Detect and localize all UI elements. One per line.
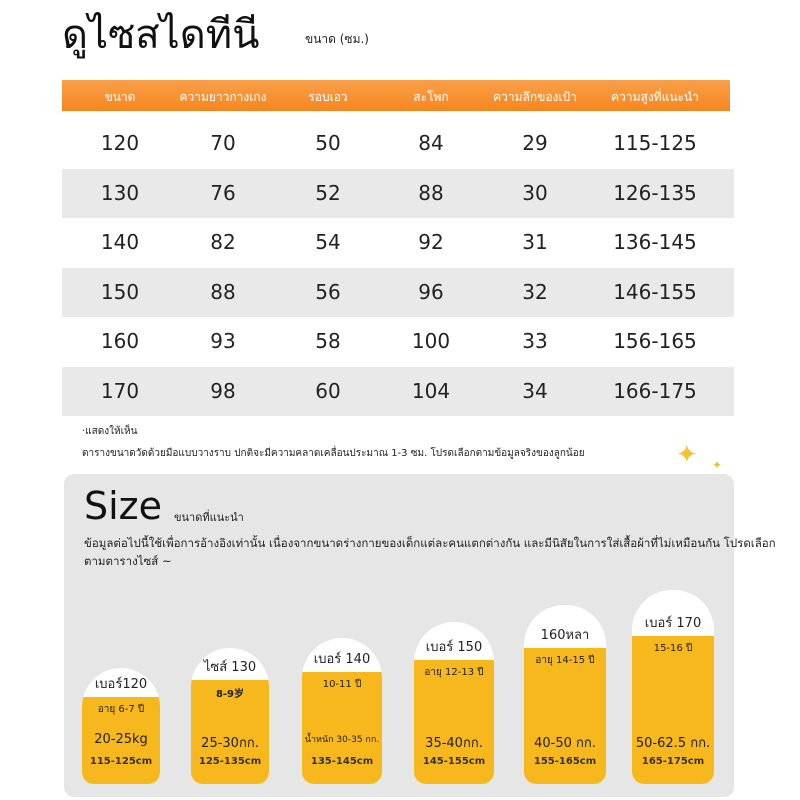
table-cell: 56: [315, 279, 341, 304]
column-header: ความยาวกางเกง: [179, 90, 267, 104]
table-cell: 88: [418, 180, 444, 205]
table-cell: 29: [522, 131, 548, 155]
size-height: 135-145cm: [310, 756, 374, 767]
table-cell: 70: [210, 131, 236, 155]
sparkle: ✦: [712, 458, 723, 472]
size-fill: [82, 697, 160, 784]
size-fill: [414, 660, 494, 784]
size-age: 15-16 ปี: [653, 643, 693, 654]
size-capsule: เบอร์ 140 10-11 ปีน้ำหนัก 30-35 กก. 135-14…: [302, 638, 382, 784]
size-weight: 25-30กก.: [201, 736, 259, 751]
table-cell: 170: [100, 378, 140, 403]
table-cell: 160: [100, 329, 140, 353]
table-cell: 33: [522, 329, 548, 353]
column-header: ความสูงที่แนะนำ: [611, 90, 699, 104]
size-title: Size: [84, 484, 163, 528]
table-cell: 115-125: [613, 131, 697, 155]
size-label: เบอร์120: [94, 677, 148, 692]
size-fill: [524, 648, 606, 784]
table-cell: 104: [411, 378, 451, 403]
size-label: 160หลา: [540, 628, 590, 643]
column-header: ความลึกของเป้า: [493, 90, 577, 104]
table-cell: 93: [210, 329, 236, 353]
table-cell: 34: [522, 378, 548, 403]
table-cell: 50: [315, 131, 341, 155]
column-header: ขนาด: [104, 90, 136, 104]
size-label: เบอร์ 170: [644, 616, 702, 631]
size-height: 145-155cm: [422, 756, 486, 767]
size-capsule: เบอร์120 อายุ 6-7 ปี 20-25kg 115-125cm: [82, 668, 160, 784]
column-header: รอบเอว: [308, 90, 348, 104]
title: ดูไซสไดทีนี: [62, 12, 260, 58]
table-cell: 88: [210, 279, 236, 304]
size-height: 155-165cm: [533, 756, 597, 767]
table-cell: 146-155: [613, 279, 697, 304]
table-row: 130 76 52 88 30 126-135: [62, 168, 734, 218]
column-header: สะโพก: [413, 90, 449, 104]
table-cell: 82: [210, 230, 236, 254]
size-height: 115-125cm: [89, 756, 153, 767]
table-cell: 140: [100, 230, 140, 254]
size-capsule: เบอร์ 170 15-16 ปี 50-62.5 กก. 165-175cm: [632, 590, 714, 784]
size-description: ข้อมูลต่อไปนี้ใช้เพื่อการอ้างอิงเท่านั้น…: [84, 536, 776, 568]
table-cell: 30: [522, 180, 548, 205]
size-age: 8-9岁: [215, 689, 245, 700]
size-fill: [191, 680, 269, 784]
size-weight: น้ำหนัก 30-35 กก.: [304, 735, 380, 745]
table-cell: 98: [210, 378, 236, 403]
table-cell: 52: [315, 180, 341, 205]
table-cell: 120: [100, 131, 140, 155]
table-cell: 92: [418, 230, 444, 254]
table-cell: 130: [100, 180, 140, 205]
table-cell: 76: [210, 180, 236, 205]
table-header: ขนาด ความยาวกางเกง รอบเอว สะโพก ความลึกของเป…: [62, 80, 730, 111]
size-age: อายุ 12-13 ปี: [424, 667, 484, 678]
table-cell: 32: [522, 279, 548, 304]
table-cell: 84: [418, 131, 444, 155]
table-cell: 58: [315, 329, 341, 353]
size-height: 165-175cm: [641, 756, 705, 767]
size-capsule: 160หลาอายุ 14-15 ปี 40-50 กก. 155-165cm: [524, 605, 606, 784]
size-fill: [632, 636, 714, 784]
size-weight: 40-50 กก.: [534, 736, 596, 751]
size-label: เบอร์ 150: [425, 640, 483, 655]
table-cell: 166-175: [613, 378, 697, 403]
table-row: 150 88 56 96 32 146-155: [62, 267, 734, 317]
table-cell: 31: [522, 230, 548, 254]
table-cell: 60: [315, 378, 341, 403]
size-age: อายุ 14-15 ปี: [535, 655, 595, 666]
size-capsule: เบอร์ 150 อายุ 12-13 ปี 35-40กก. 145-155cm: [414, 622, 494, 784]
size-capsule: ไซส์ 130 8-9岁 25-30กก. 125-135cm: [191, 648, 269, 784]
size-label: เบอร์ 140: [313, 652, 371, 667]
table-cell: 100: [411, 329, 451, 353]
size-panel: [64, 474, 734, 797]
size-subtitle: ขนาดที่แนะนำ: [174, 511, 244, 524]
note: ตารางขนาดวัดด้วยมือแบบวางราบ ปกติจะมีควา…: [82, 448, 585, 459]
table-cell: 150: [100, 279, 140, 304]
size-age: อายุ 6-7 ปี: [97, 704, 145, 715]
size-weight: 20-25kg: [94, 732, 148, 747]
table-cell: 54: [315, 230, 341, 254]
subtitle: ขนาด (ซม.): [305, 32, 369, 46]
table-row: 160 93 58 100 33 156-165: [62, 317, 734, 366]
table-cell: 126-135: [613, 180, 697, 205]
sparkle: ✦: [676, 440, 698, 470]
size-age: 10-11 ปี: [322, 679, 362, 690]
size-weight: 50-62.5 กก.: [635, 736, 711, 751]
table-cell: 156-165: [613, 329, 697, 353]
table-row: 140 82 54 92 31 136-145: [62, 218, 734, 267]
table-cell: 136-145: [613, 230, 697, 254]
size-height: 125-135cm: [198, 756, 262, 767]
size-weight: 35-40กก.: [425, 736, 483, 751]
table-row: 120 70 50 84 29 115-125: [62, 119, 734, 168]
note: ·แสดงให้เห็น: [82, 426, 138, 437]
size-fill: [302, 672, 382, 784]
size-label: ไซส์ 130: [203, 660, 257, 675]
table-cell: 96: [418, 279, 444, 304]
table-row: 170 98 60 104 34 166-175: [62, 366, 734, 416]
